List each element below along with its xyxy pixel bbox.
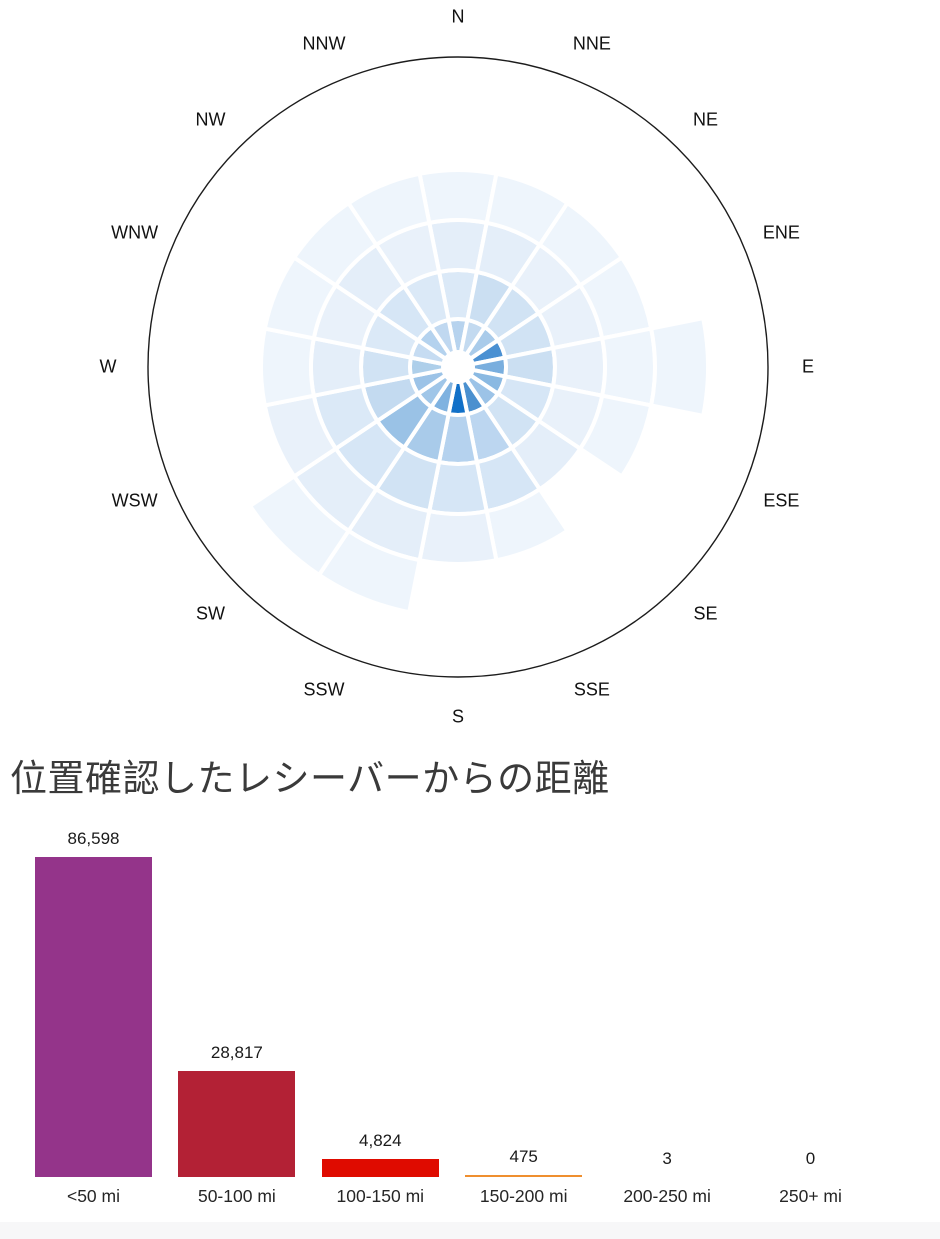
compass-label-SSW: SSW	[303, 679, 345, 700]
compass-label-SE: SE	[693, 603, 718, 624]
compass-label-SW: SW	[196, 603, 225, 624]
bar-category-<50 mi: <50 mi	[66, 1186, 120, 1206]
compass-label-S: S	[451, 706, 465, 727]
compass-label-E: E	[801, 356, 815, 377]
compass-label-NNW: NNW	[302, 33, 346, 54]
bar-100-150 mi[interactable]	[321, 1159, 439, 1177]
compass-label-SSE: SSE	[573, 679, 610, 700]
rose-cell-NNW-ring4[interactable]	[345, 171, 432, 248]
bar-50-100 mi[interactable]	[178, 1070, 296, 1177]
bar-category-150-200 mi: 150-200 mi	[479, 1186, 568, 1206]
bottom-gray-band	[0, 1222, 940, 1239]
bar-value-100-150 mi: 4,824	[359, 1131, 402, 1151]
compass-label-W: W	[99, 356, 117, 377]
compass-label-WSW: WSW	[111, 490, 158, 511]
rose-outline-circle	[147, 56, 769, 678]
bar-value-250+ mi: 0	[805, 1149, 816, 1168]
bar-category-200-250 mi: 200-250 mi	[623, 1186, 711, 1206]
bar-value-200-250 mi: 3	[662, 1149, 672, 1168]
compass-label-NE: NE	[692, 109, 718, 129]
bar-category-250+ mi: 250+ mi	[779, 1186, 842, 1206]
compass-label-NW: NW	[195, 109, 226, 129]
compass-label-N: N	[451, 6, 465, 27]
rose-cell-SW-ring5[interactable]	[247, 473, 352, 578]
compass-label-NNE: NNE	[572, 33, 611, 54]
bar-category-100-150 mi: 100-150 mi	[336, 1186, 425, 1206]
compass-label-ESE: ESE	[763, 490, 800, 511]
bar-value-<50 mi: 86,598	[67, 829, 120, 848]
bar-value-50-100 mi: 28,817	[210, 1042, 263, 1062]
rose-cell-ESE-ring4[interactable]	[577, 393, 654, 480]
bar-category-50-100 mi: 50-100 mi	[197, 1186, 276, 1206]
distance-chart-title: 位置確認したレシーバーからの距離	[10, 758, 610, 799]
compass-label-ENE: ENE	[762, 222, 800, 243]
direction-rose-chart	[147, 56, 769, 678]
compass-label-WNW: WNW	[111, 222, 159, 243]
bar-value-150-200 mi: 475	[509, 1146, 538, 1166]
rose-cell-E-ring5[interactable]	[648, 315, 711, 419]
bar-<50 mi[interactable]	[35, 857, 152, 1177]
direction-rose-section: N NNE NE ENE E ESE SE SSE S SSW SW WSW W WNW NW NNW	[99, 6, 815, 727]
bar-150-200 mi[interactable]	[465, 1174, 583, 1177]
